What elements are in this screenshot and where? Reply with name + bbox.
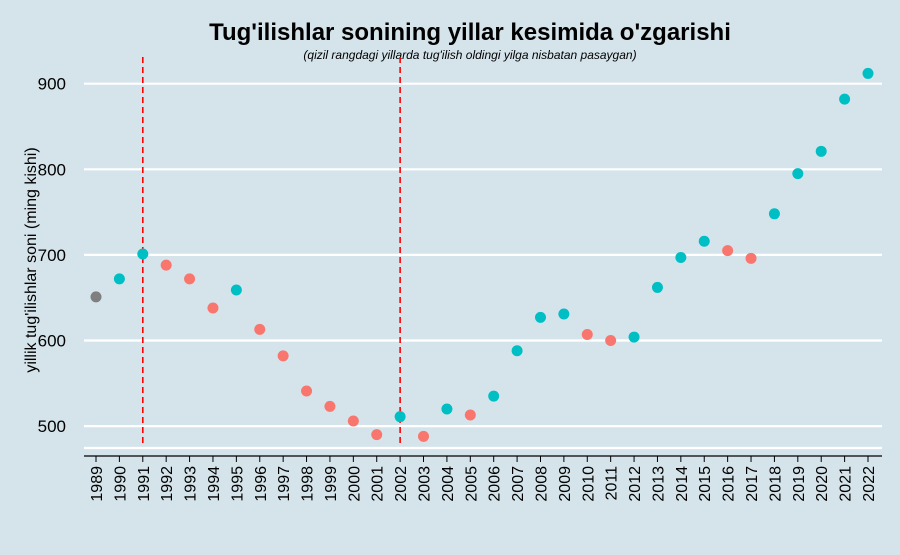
data-point: [651, 281, 663, 293]
data-point: [254, 323, 266, 335]
x-tick-label: 1989: [89, 466, 106, 502]
data-points: [90, 67, 874, 442]
x-tick-label: 2008: [533, 466, 550, 502]
x-tick-label: 2022: [861, 466, 878, 502]
x-tick-label: 1993: [183, 466, 200, 502]
x-tick-label: 2009: [557, 466, 574, 502]
y-axis-label: yillik tug'ilishlar soni (ming kishi): [23, 147, 40, 372]
data-point: [534, 311, 546, 323]
x-tick-label: 2018: [767, 466, 784, 502]
x-tick-label: 1996: [253, 466, 270, 502]
x-tick-label: 2021: [838, 466, 855, 502]
x-tick-label: 2017: [744, 466, 761, 502]
x-tick-label: 2004: [440, 466, 457, 502]
data-point: [558, 308, 570, 320]
data-point: [160, 259, 172, 271]
x-tick-label: 2020: [814, 466, 831, 502]
data-point: [792, 168, 804, 180]
data-point: [184, 273, 196, 285]
data-point: [137, 248, 149, 260]
x-axis: 1989 1990 1991 1992 1993 1994 1995 1996 1997 1998…: [84, 455, 882, 502]
chart-title: Tug'ilishlar sonining yillar kesimida o'…: [209, 19, 731, 46]
x-tick-label: 2001: [370, 466, 387, 502]
data-point: [90, 291, 102, 303]
data-point: [301, 385, 313, 397]
grid-lines: [84, 82, 882, 450]
data-point: [324, 400, 336, 412]
reference-lines: [141, 57, 401, 447]
data-point: [768, 208, 780, 220]
x-tick-label: 2016: [721, 466, 738, 502]
data-point: [839, 93, 851, 105]
data-point: [605, 335, 617, 346]
x-tick-label: 2011: [604, 466, 621, 501]
x-tick-label: 2000: [346, 466, 363, 502]
data-point: [113, 273, 125, 285]
data-point: [581, 329, 593, 341]
x-tick-label: 2013: [650, 466, 667, 502]
y-tick-label: 600: [38, 332, 66, 351]
data-point: [277, 350, 289, 362]
x-tick-label: 1999: [323, 466, 340, 502]
data-point: [862, 67, 874, 79]
x-tick-label: 1995: [229, 466, 246, 502]
y-tick-label: 900: [38, 75, 66, 94]
data-point: [441, 403, 453, 415]
x-tick-label: 2007: [510, 466, 527, 502]
x-tick-label: 2019: [791, 466, 808, 502]
x-tick-label: 2014: [674, 466, 691, 502]
data-point: [347, 415, 359, 427]
chart-subtitle: (qizil rangdagi yillarda tug'ilish oldin…: [303, 48, 636, 62]
data-point: [418, 430, 430, 442]
data-point: [464, 409, 476, 421]
y-tick-label: 700: [38, 246, 66, 265]
x-tick-label: 2003: [417, 466, 434, 502]
data-point: [628, 331, 640, 343]
data-point: [511, 345, 523, 357]
x-tick-label: 2005: [463, 466, 480, 502]
data-point: [722, 245, 734, 257]
x-tick-label: 1997: [276, 466, 293, 502]
data-point: [675, 251, 687, 263]
data-point: [207, 302, 219, 314]
x-tick-label: 2006: [487, 466, 504, 502]
y-axis-ticks: 500 600 700 800 900: [38, 75, 66, 436]
x-tick-label: 1990: [112, 466, 129, 502]
x-tick-label: 1994: [206, 466, 223, 502]
data-point: [230, 284, 242, 296]
x-tick-label: 2015: [697, 466, 714, 502]
data-point: [488, 390, 500, 402]
y-tick-label: 800: [38, 160, 66, 179]
x-tick-label: 2002: [393, 466, 410, 502]
x-tick-label: 2010: [580, 466, 597, 502]
data-point: [815, 145, 827, 157]
y-tick-label: 500: [38, 417, 66, 436]
data-point: [698, 235, 710, 247]
data-point: [745, 252, 757, 264]
data-point: [394, 411, 406, 423]
x-tick-label: 2012: [627, 466, 644, 502]
x-tick-label: 1998: [300, 466, 317, 502]
x-tick-label: 1991: [136, 466, 153, 502]
x-tick-label: 1992: [159, 466, 176, 502]
data-point: [371, 429, 383, 441]
